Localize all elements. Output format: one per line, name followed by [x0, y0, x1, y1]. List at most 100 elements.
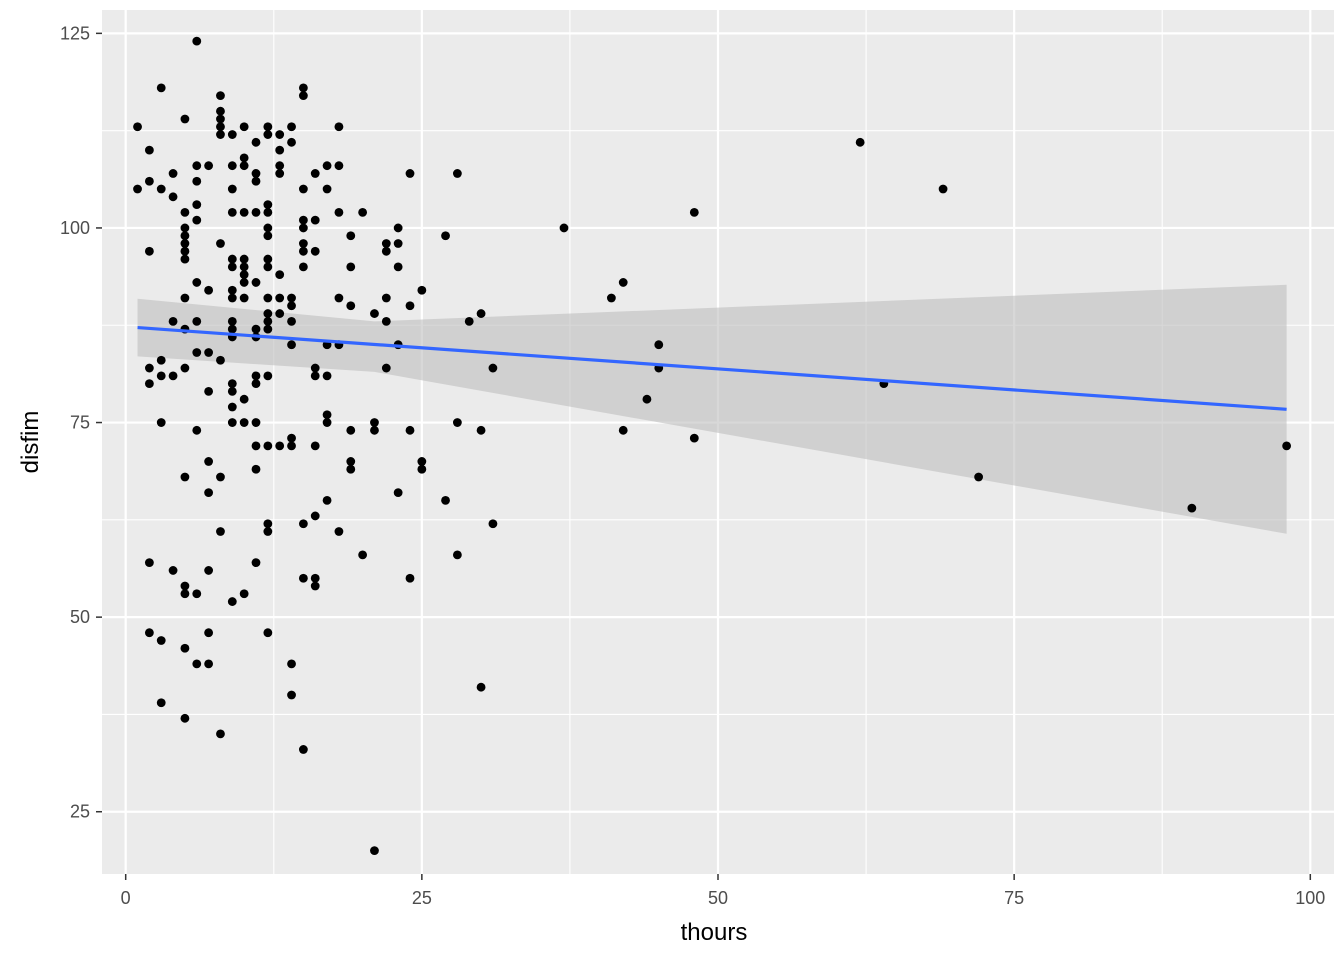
- x-tick-label: 75: [1004, 888, 1024, 908]
- data-point: [216, 472, 225, 482]
- data-point: [168, 566, 178, 575]
- data-point: [192, 176, 202, 186]
- data-point: [287, 122, 296, 132]
- data-point: [370, 425, 379, 435]
- data-point: [298, 223, 308, 233]
- data-point: [263, 200, 273, 209]
- data-point: [334, 293, 344, 303]
- data-point: [227, 379, 237, 389]
- data-point: [251, 558, 261, 568]
- data-point: [180, 472, 190, 482]
- data-point: [310, 169, 320, 178]
- data-point: [227, 161, 237, 171]
- data-point: [180, 223, 190, 233]
- data-point: [275, 293, 285, 303]
- data-point: [192, 161, 202, 171]
- data-point: [322, 410, 332, 420]
- data-point: [192, 659, 202, 669]
- data-point: [287, 316, 296, 326]
- data-point: [393, 239, 403, 248]
- data-point: [298, 239, 308, 248]
- data-point: [310, 215, 320, 225]
- regression-line: [137, 325, 1287, 411]
- data-point: [310, 363, 320, 373]
- data-point: [1282, 441, 1292, 451]
- data-point: [287, 441, 296, 451]
- data-point: [227, 387, 237, 396]
- data-point: [263, 324, 273, 334]
- data-point: [144, 628, 154, 638]
- data-point: [204, 348, 214, 357]
- x-axis-title: thours: [681, 919, 748, 946]
- data-point: [251, 137, 261, 147]
- data-point: [216, 91, 225, 101]
- data-point: [239, 270, 249, 280]
- data-point: [358, 550, 368, 560]
- data-point: [381, 363, 391, 373]
- y-tick-label: 100: [60, 218, 90, 238]
- data-point: [227, 418, 237, 427]
- data-point: [1187, 503, 1197, 513]
- data-point: [204, 387, 214, 396]
- data-point: [168, 169, 178, 178]
- data-point: [606, 293, 616, 303]
- data-point: [287, 433, 296, 443]
- x-axis-ticks: 0 25 50 75 100: [121, 874, 1325, 908]
- data-point: [263, 207, 273, 217]
- data-point: [275, 441, 285, 451]
- data-point: [204, 488, 214, 497]
- data-point: [287, 301, 296, 311]
- data-point: [216, 122, 225, 132]
- data-point: [192, 348, 202, 357]
- data-point: [476, 309, 486, 318]
- data-point: [263, 130, 273, 139]
- data-point: [192, 215, 202, 225]
- data-point: [263, 231, 273, 241]
- data-point: [452, 169, 462, 178]
- data-point: [192, 200, 202, 209]
- data-point: [275, 270, 285, 280]
- data-point: [488, 363, 498, 373]
- data-point: [216, 527, 225, 536]
- data-point: [144, 558, 154, 568]
- data-point: [180, 239, 190, 248]
- data-point: [227, 130, 237, 139]
- y-axis-title: disfim: [17, 411, 44, 474]
- data-point: [251, 207, 261, 217]
- data-point: [180, 254, 190, 264]
- data-point: [263, 441, 273, 451]
- data-point: [346, 262, 356, 272]
- data-point: [239, 278, 249, 287]
- data-point: [310, 581, 320, 591]
- data-point: [251, 464, 261, 474]
- data-point: [334, 122, 344, 132]
- data-point: [251, 278, 261, 287]
- data-point: [275, 309, 285, 318]
- data-point: [393, 262, 403, 272]
- data-point: [251, 441, 261, 451]
- data-point: [239, 207, 249, 217]
- data-point: [346, 425, 356, 435]
- y-tick-label: 25: [70, 802, 90, 822]
- data-point: [251, 418, 261, 427]
- data-point: [263, 223, 273, 233]
- data-point: [275, 130, 285, 139]
- data-point: [133, 122, 142, 132]
- data-point: [180, 643, 190, 653]
- data-point: [216, 239, 225, 248]
- data-point: [216, 114, 225, 124]
- data-point: [441, 231, 450, 241]
- data-point: [263, 316, 273, 326]
- data-point: [263, 293, 273, 303]
- data-point: [227, 184, 237, 194]
- data-point: [227, 285, 237, 295]
- data-point: [441, 495, 450, 505]
- data-point: [310, 371, 320, 381]
- data-point: [310, 246, 320, 256]
- data-point: [180, 589, 190, 599]
- data-point: [204, 161, 214, 171]
- data-point: [180, 207, 190, 217]
- data-point: [227, 402, 237, 412]
- data-point: [393, 488, 403, 497]
